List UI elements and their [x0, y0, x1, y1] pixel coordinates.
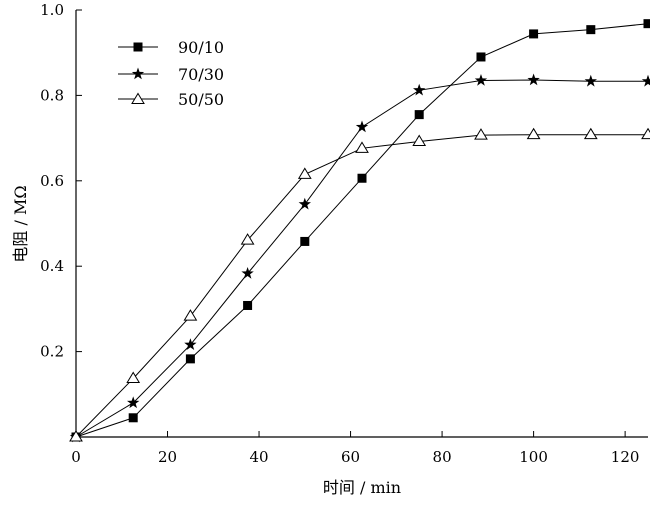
data-point-star — [298, 197, 311, 210]
data-point-triangle — [69, 430, 83, 442]
data-point-triangle — [412, 134, 427, 147]
data-point-square — [476, 52, 486, 62]
data-point-square — [586, 25, 596, 35]
data-point-triangle — [474, 128, 488, 140]
y-tick-label: 0.2 — [40, 343, 64, 361]
series-50-50 — [69, 127, 650, 442]
data-point-star — [527, 73, 540, 86]
data-point-star — [641, 74, 650, 87]
x-tick-label: 120 — [611, 448, 640, 466]
data-point-star — [584, 74, 597, 87]
data-point-triangle — [183, 309, 198, 321]
x-axis-title: 时间 / min — [323, 478, 401, 497]
legend-entry-50-50: 50/50 — [118, 90, 224, 109]
data-point-triangle — [583, 127, 598, 140]
data-point-square — [357, 173, 367, 183]
x-tick-label: 60 — [341, 448, 360, 466]
series-90-10 — [71, 19, 650, 442]
y-tick-label: 1.0 — [40, 1, 64, 19]
y-tick-label: 0.4 — [40, 257, 64, 275]
series-line — [75, 79, 648, 438]
x-ticks: 0 20 40 60 80 100 120 — [71, 431, 639, 466]
data-point-square — [185, 354, 195, 364]
data-point-triangle — [297, 167, 312, 179]
legend: 90/10 70/30 50/50 — [118, 38, 224, 109]
legend-label: 90/10 — [178, 38, 224, 57]
data-point-square — [529, 29, 539, 39]
data-point-square — [300, 236, 310, 246]
legend-label: 70/30 — [178, 65, 224, 84]
data-point-triangle — [126, 371, 141, 384]
legend-marker-star — [131, 67, 145, 80]
legend-label: 50/50 — [178, 90, 224, 109]
data-point-square — [643, 19, 650, 29]
x-tick-label: 20 — [158, 448, 177, 466]
y-axis-title: 电阻 / MΩ — [11, 185, 30, 262]
data-point-star — [241, 266, 254, 279]
data-point-star — [127, 396, 140, 409]
data-point-triangle — [355, 141, 369, 153]
series-line — [75, 23, 649, 438]
x-tick-label: 100 — [519, 448, 548, 466]
axes — [75, 10, 648, 438]
x-tick-label: 80 — [433, 448, 452, 466]
legend-marker-square — [133, 42, 143, 52]
legend-entry-70-30: 70/30 — [118, 65, 224, 84]
data-point-star — [474, 73, 488, 86]
data-point-triangle — [641, 127, 650, 140]
data-point-square — [243, 300, 253, 310]
data-point-star — [184, 338, 197, 351]
data-point-star — [413, 83, 426, 96]
legend-entry-90-10: 90/10 — [118, 38, 224, 57]
y-tick-label: 0.8 — [40, 86, 64, 104]
y-ticks: 0.2 0.4 0.6 0.8 1.0 — [40, 1, 82, 361]
series-70-30 — [69, 73, 650, 443]
series-layer — [69, 19, 650, 443]
legend-marker-triangle — [131, 92, 145, 104]
y-tick-label: 0.6 — [40, 172, 64, 190]
data-point-triangle — [526, 127, 541, 140]
x-tick-label: 40 — [249, 448, 268, 466]
data-point-star — [355, 120, 369, 133]
data-point-square — [128, 413, 138, 423]
x-tick-label: 0 — [71, 448, 81, 466]
data-point-triangle — [240, 233, 255, 245]
data-point-square — [414, 110, 424, 120]
